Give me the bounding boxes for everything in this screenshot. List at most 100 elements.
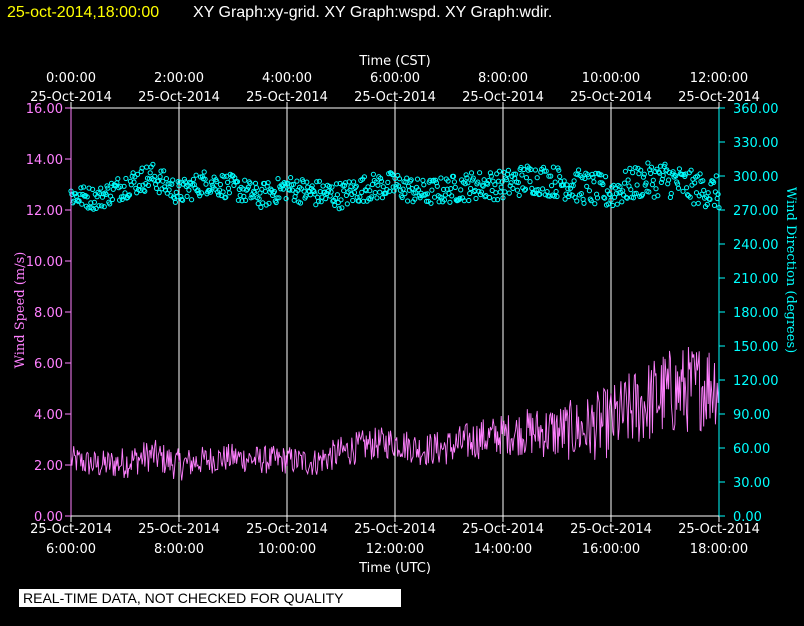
- wind-direction-point: [691, 201, 697, 207]
- wind-direction-point: [594, 195, 601, 201]
- wind-direction-point: [405, 198, 411, 204]
- wind-direction-point: [449, 193, 455, 199]
- wind-direction-point: [260, 200, 266, 206]
- wind-direction-point: [673, 173, 679, 179]
- wind-direction-point: [514, 187, 521, 193]
- wind-direction-point: [657, 170, 663, 176]
- wind-direction-point: [266, 200, 272, 206]
- wind-direction-point: [184, 193, 190, 199]
- top-tick-time: 10:00:00: [582, 71, 640, 86]
- wind-direction-point: [463, 172, 469, 178]
- wind-direction-point: [221, 174, 227, 180]
- wind-direction-point: [541, 168, 548, 174]
- wind-direction-point: [537, 191, 543, 197]
- wind-direction-point: [695, 200, 701, 206]
- wind-direction-point: [90, 186, 96, 192]
- wind-direction-point: [595, 170, 602, 177]
- wind-direction-point: [161, 168, 167, 174]
- top-tick-date: 25-Oct-2014: [462, 90, 544, 105]
- wind-direction-point: [543, 168, 549, 174]
- wind-direction-point: [300, 179, 306, 185]
- wind-direction-point: [235, 197, 241, 203]
- right-tick-label: 180.00: [733, 306, 779, 321]
- wind-direction-point: [333, 181, 340, 187]
- wind-direction-point: [141, 187, 147, 193]
- wind-direction-point: [335, 199, 341, 206]
- wind-direction-point: [150, 161, 156, 167]
- wind-direction-point: [252, 189, 258, 196]
- wind-direction-point: [633, 190, 639, 196]
- wind-direction-point: [247, 180, 253, 186]
- wind-direction-point: [287, 187, 293, 193]
- bottom-tick-time: 18:00:00: [690, 542, 748, 557]
- wind-direction-point: [466, 197, 472, 204]
- wind-direction-point: [203, 181, 209, 187]
- wind-direction-point: [444, 186, 450, 192]
- wind-direction-point: [422, 192, 428, 198]
- wind-direction-point: [608, 197, 614, 203]
- wind-direction-point: [109, 196, 116, 203]
- wind-direction-point: [170, 177, 176, 183]
- wind-direction-point: [414, 176, 421, 182]
- wind-direction-point: [142, 188, 148, 194]
- wind-direction-point: [638, 167, 644, 173]
- wind-direction-point: [655, 193, 661, 199]
- wind-direction-point: [329, 184, 335, 190]
- left-tick-label: 0.00: [34, 510, 63, 525]
- wind-direction-point: [451, 179, 457, 185]
- wind-direction-point: [412, 196, 418, 202]
- wind-direction-point: [516, 192, 522, 198]
- wind-direction-point: [448, 186, 454, 192]
- wind-direction-point: [705, 190, 711, 196]
- wind-direction-point: [687, 194, 693, 200]
- wind-direction-point: [77, 191, 83, 197]
- top-tick-time: 2:00:00: [154, 71, 204, 86]
- wind-direction-point: [351, 179, 357, 185]
- wind-direction-point: [93, 205, 99, 211]
- wind-direction-point: [316, 178, 322, 184]
- wind-direction-point: [369, 194, 375, 200]
- wind-direction-point: [581, 200, 587, 206]
- wind-direction-point: [262, 188, 268, 194]
- wind-direction-point: [554, 193, 560, 200]
- top-tick-date: 25-Oct-2014: [138, 90, 220, 105]
- wind-direction-point: [648, 164, 655, 170]
- wind-direction-point: [228, 177, 234, 183]
- wind-direction-point: [429, 187, 435, 193]
- wind-direction-point: [549, 183, 555, 189]
- wind-direction-point: [632, 165, 638, 171]
- wind-direction-point: [424, 191, 430, 197]
- wind-direction-point: [428, 200, 434, 206]
- wind-direction-point: [567, 191, 573, 197]
- wind-direction-point: [289, 187, 295, 193]
- wind-direction-point: [168, 193, 174, 199]
- wind-direction-point: [522, 186, 529, 192]
- right-tick-label: 360.00: [733, 102, 779, 117]
- wind-direction-point: [193, 172, 199, 178]
- wind-direction-point: [99, 203, 105, 209]
- wind-direction-point: [658, 179, 665, 185]
- wind-direction-point: [650, 177, 656, 183]
- wind-direction-point: [280, 186, 286, 192]
- wind-direction-point: [441, 197, 448, 203]
- wind-direction-point: [711, 179, 717, 185]
- wind-direction-point: [397, 187, 403, 193]
- wind-direction-point: [158, 168, 164, 174]
- wind-direction-point: [507, 183, 513, 189]
- wind-direction-point: [628, 187, 634, 193]
- wind-direction-point: [99, 194, 106, 200]
- wind-direction-point: [273, 199, 279, 206]
- wind-direction-point: [160, 178, 166, 184]
- wind-direction-point: [420, 177, 426, 183]
- wind-direction-point: [385, 179, 391, 185]
- wind-direction-point: [173, 189, 179, 195]
- wind-direction-point: [473, 195, 479, 202]
- wind-direction-point: [189, 197, 195, 203]
- wind-direction-point: [508, 180, 514, 186]
- wind-direction-point: [643, 180, 649, 186]
- bottom-tick-time: 10:00:00: [258, 542, 316, 557]
- wind-direction-point: [135, 171, 141, 177]
- wind-direction-point: [326, 183, 332, 190]
- wind-direction-point: [369, 181, 376, 188]
